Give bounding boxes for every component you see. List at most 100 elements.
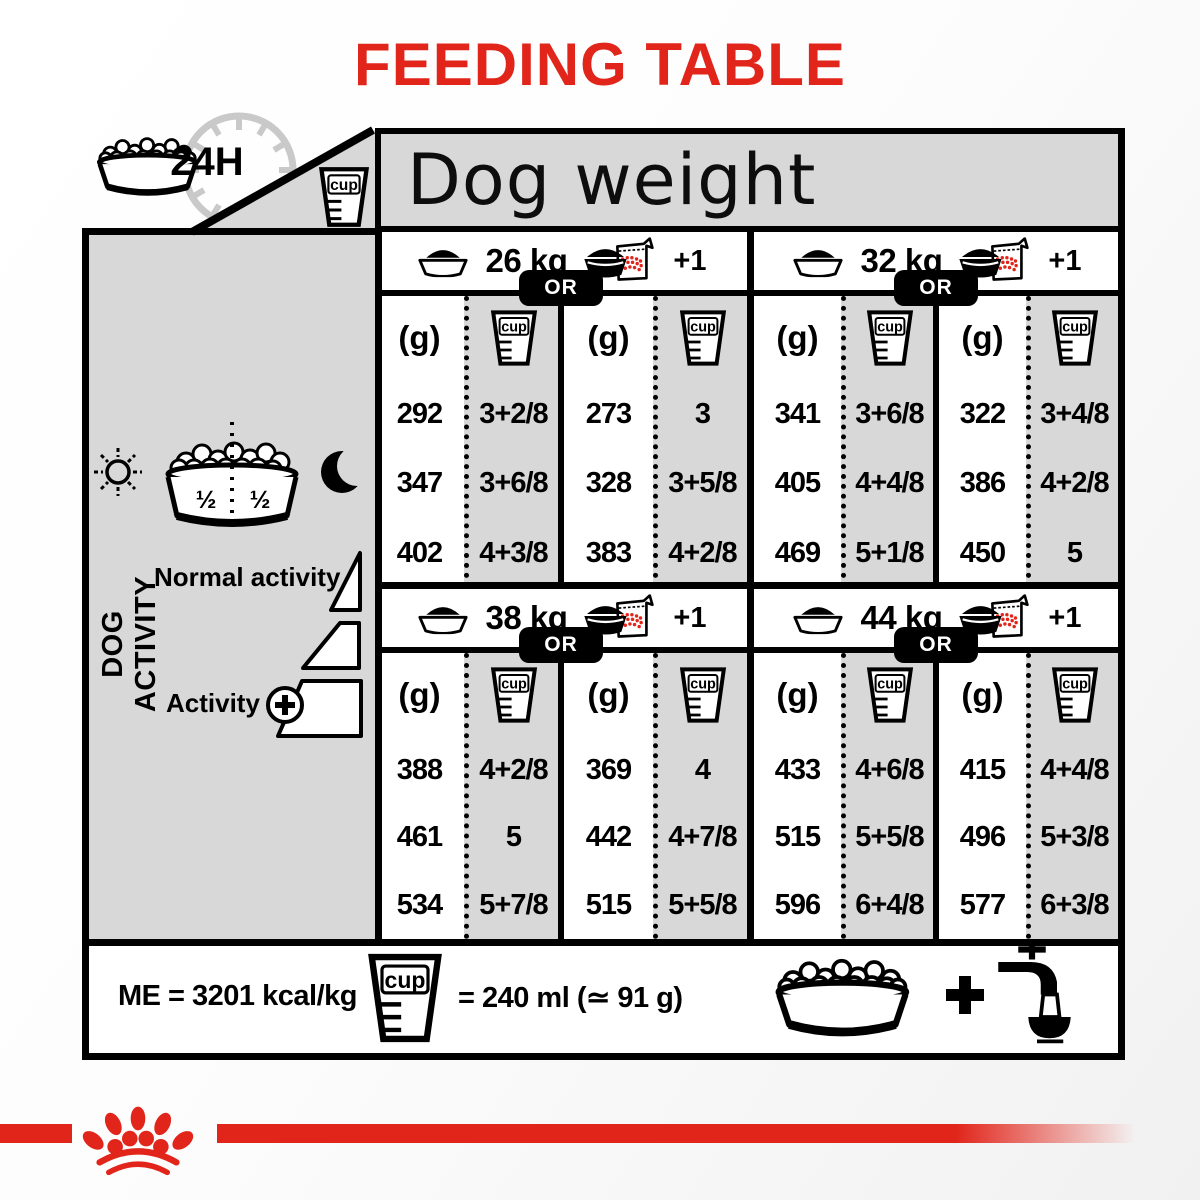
measuring-cup-icon bbox=[362, 952, 448, 1044]
cup-value: 3+4/8 bbox=[1040, 398, 1109, 431]
clock-24h-label: 24H bbox=[170, 140, 244, 184]
weight-group-32kg: 32 kg +1 OR (g) 341 405 469 bbox=[754, 232, 1118, 588]
plus-one-label: +1 bbox=[1048, 601, 1082, 634]
plus-circle-icon bbox=[266, 686, 304, 724]
bowl-only-column: (g) 433 515 596 4+6/8 5+5/8 6+4/8 bbox=[754, 653, 933, 939]
cup-value: 5 bbox=[505, 821, 522, 854]
grams-value: 515 bbox=[585, 888, 632, 921]
cup-value: 3+2/8 bbox=[479, 398, 548, 431]
weight-group-26kg: 26 kg +1 OR (g) 292 347 402 bbox=[375, 232, 747, 588]
feeding-table: 24H Dog weight bbox=[82, 112, 1125, 1060]
bowl-only-column: (g) 292 347 402 3+2/8 3+6/8 4+3/8 bbox=[375, 296, 558, 588]
grams-value: 469 bbox=[774, 536, 821, 569]
grams-value: 386 bbox=[959, 467, 1006, 500]
cup-value: 5+5/8 bbox=[668, 888, 737, 921]
grams-value: 405 bbox=[774, 467, 821, 500]
cup-equivalence-label: = 240 ml (≃ 91 g) bbox=[458, 982, 683, 1014]
me-kcal-label: ME = 3201 kcal/kg bbox=[118, 980, 357, 1012]
or-badge: OR bbox=[894, 270, 978, 306]
weight-header-38kg: 38 kg +1 OR bbox=[375, 589, 747, 663]
border-section-divider bbox=[375, 582, 1118, 589]
plus-one-label: +1 bbox=[1048, 244, 1082, 277]
cup-value: 3+5/8 bbox=[668, 467, 737, 500]
logo-bar-left bbox=[0, 1124, 72, 1143]
cup-value: 4+4/8 bbox=[855, 467, 924, 500]
grams-header: (g) bbox=[961, 676, 1004, 713]
bowl-only-column: (g) 388 461 534 4+2/8 5 5+7/8 bbox=[375, 653, 558, 939]
with-pouch-column: (g) 322 386 450 3+4/8 4+2/8 5 bbox=[939, 296, 1118, 588]
weight-header-32kg: 32 kg +1 OR bbox=[754, 232, 1118, 306]
cup-value: 5+3/8 bbox=[1040, 821, 1109, 854]
border-right bbox=[1118, 128, 1125, 1060]
grams-header: (g) bbox=[587, 319, 630, 356]
bowl-only-column: (g) 341 405 469 3+6/8 4+4/8 5+1/8 bbox=[754, 296, 933, 588]
weight-group-38kg: 38 kg +1 OR (g) 388 461 534 bbox=[375, 589, 747, 939]
column-divider bbox=[558, 653, 564, 939]
cup-value: 4+2/8 bbox=[479, 754, 548, 787]
grams-header: (g) bbox=[776, 319, 819, 356]
or-badge: OR bbox=[519, 627, 603, 663]
grams-value: 369 bbox=[585, 754, 632, 787]
sun-icon bbox=[94, 448, 142, 496]
grams-value: 415 bbox=[959, 754, 1006, 787]
half-left-label: ½ bbox=[196, 486, 217, 514]
cup-value: 6+4/8 bbox=[855, 888, 924, 921]
border-sidebar-top bbox=[82, 228, 375, 235]
cup-value: 5+7/8 bbox=[479, 888, 548, 921]
measuring-cup-icon bbox=[866, 665, 914, 725]
cup-value: 5+5/8 bbox=[855, 821, 924, 854]
plus-icon bbox=[946, 976, 984, 1014]
kibble-bowl-icon bbox=[748, 952, 938, 1042]
royal-canin-crown-logo bbox=[82, 1106, 194, 1176]
plus-one-label: +1 bbox=[673, 244, 707, 277]
grams-header: (g) bbox=[961, 319, 1004, 356]
border-band1-bottom bbox=[375, 290, 1118, 296]
with-pouch-column: (g) 369 442 515 4 4+7/8 5+5/8 bbox=[564, 653, 747, 939]
grams-value: 402 bbox=[396, 536, 443, 569]
measuring-cup-icon bbox=[490, 308, 538, 368]
measuring-cup-icon bbox=[490, 665, 538, 725]
or-badge: OR bbox=[519, 270, 603, 306]
border-band2-bottom bbox=[375, 647, 1118, 653]
dog-activity-label: DOG ACTIVITY bbox=[97, 575, 162, 713]
weight-header-26kg: 26 kg +1 OR bbox=[375, 232, 747, 306]
half-right-label: ½ bbox=[250, 486, 271, 514]
cup-value: 3+6/8 bbox=[479, 467, 548, 500]
grams-value: 322 bbox=[959, 398, 1006, 431]
normal-activity-label: Normal activity bbox=[154, 562, 341, 592]
cup-value: 6+3/8 bbox=[1040, 888, 1109, 921]
grams-header: (g) bbox=[776, 676, 819, 713]
border-left bbox=[82, 228, 89, 1060]
grams-value: 292 bbox=[396, 398, 443, 431]
grams-value: 433 bbox=[774, 754, 821, 787]
activity-ramp-medium-icon bbox=[301, 621, 361, 670]
grams-value: 442 bbox=[585, 821, 632, 854]
cup-value: 3+6/8 bbox=[855, 398, 924, 431]
grams-header: (g) bbox=[398, 319, 441, 356]
grams-value: 596 bbox=[774, 888, 821, 921]
cup-value: 4+2/8 bbox=[1040, 467, 1109, 500]
half-bowl-icon: ½ ½ bbox=[165, 422, 299, 527]
or-badge: OR bbox=[894, 627, 978, 663]
logo-bar-right bbox=[217, 1124, 1164, 1143]
grams-value: 383 bbox=[585, 536, 632, 569]
grams-value: 515 bbox=[774, 821, 821, 854]
grams-value: 534 bbox=[396, 888, 443, 921]
bowl-icon bbox=[791, 601, 845, 635]
plus-one-label: +1 bbox=[673, 601, 707, 634]
water-tap-icon bbox=[998, 944, 1071, 1044]
bowl-icon bbox=[416, 601, 470, 635]
dog-weight-label: Dog weight bbox=[407, 139, 817, 221]
activity-ramp-small-icon bbox=[329, 551, 362, 612]
grams-header: (g) bbox=[587, 676, 630, 713]
grams-value: 328 bbox=[585, 467, 632, 500]
cup-value: 4 bbox=[694, 754, 711, 787]
grams-value: 388 bbox=[396, 754, 443, 787]
cup-value: 4+3/8 bbox=[479, 536, 548, 569]
grams-header: (g) bbox=[398, 676, 441, 713]
grams-value: 341 bbox=[774, 398, 821, 431]
measuring-cup-icon bbox=[1051, 308, 1099, 368]
bowl-icon bbox=[791, 244, 845, 278]
grams-value: 577 bbox=[959, 888, 1006, 921]
